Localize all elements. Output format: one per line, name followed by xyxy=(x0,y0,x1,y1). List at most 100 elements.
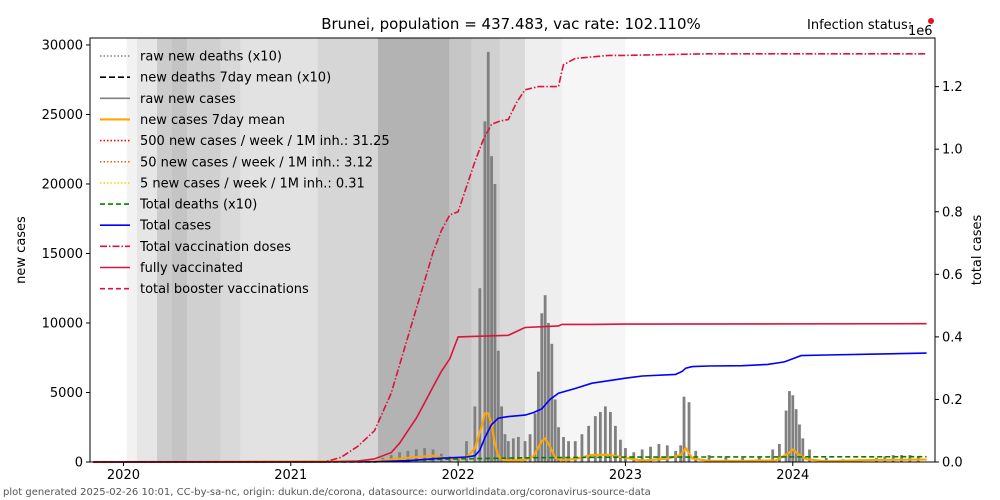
bar-raw-new-cases xyxy=(483,121,487,462)
background-band-7 xyxy=(317,38,378,462)
bar-raw-new-cases xyxy=(511,438,515,462)
bar-raw-new-cases xyxy=(423,448,427,462)
infection-status-label: Infection status: xyxy=(807,18,912,33)
bar-raw-new-cases xyxy=(707,455,711,462)
bar-raw-new-cases xyxy=(543,295,547,462)
background-band-1 xyxy=(136,38,157,462)
bar-raw-new-cases xyxy=(553,399,557,462)
bar-raw-new-cases xyxy=(624,448,627,462)
y2-tick-label: 0.6 xyxy=(942,268,963,283)
bar-raw-new-cases xyxy=(587,425,591,462)
bar-raw-new-cases xyxy=(398,452,401,462)
bar-raw-new-cases xyxy=(777,443,781,462)
bar-raw-new-cases xyxy=(593,416,597,462)
bar-raw-new-cases xyxy=(414,449,418,462)
legend-label: Total deaths (x10) xyxy=(139,198,257,213)
background-band-9 xyxy=(449,38,472,462)
x-tick-label: 2021 xyxy=(274,468,307,483)
bar-raw-new-cases xyxy=(801,438,805,462)
x-tick-label: 2020 xyxy=(107,468,140,483)
bar-raw-new-cases xyxy=(567,441,570,462)
y-tick-label: 0 xyxy=(75,456,83,471)
infection-status-dot xyxy=(928,18,934,24)
y2-tick-label: 0.8 xyxy=(942,205,963,220)
background-band-0 xyxy=(126,38,137,462)
bar-raw-new-cases xyxy=(456,457,460,462)
background-band-4 xyxy=(187,38,221,462)
bar-raw-new-cases xyxy=(506,441,510,462)
bar-raw-new-cases xyxy=(794,409,798,462)
bar-raw-new-cases xyxy=(771,449,775,462)
legend-label: raw new cases xyxy=(140,92,236,107)
legend-label: new deaths 7day mean (x10) xyxy=(140,71,331,86)
y-axis-label: new cases xyxy=(14,216,29,284)
bar-raw-new-cases xyxy=(406,450,410,462)
line-fully-vaccinated xyxy=(93,322,927,463)
y-tick-label: 5000 xyxy=(50,386,83,401)
y-tick-label: 10000 xyxy=(42,316,83,331)
bar-raw-new-cases xyxy=(682,396,686,462)
legend-label: 50 new cases / week / 1M inh.: 3.12 xyxy=(140,155,373,170)
x-tick-label: 2024 xyxy=(776,468,809,483)
bar-raw-new-cases xyxy=(665,445,669,462)
y-tick-label: 30000 xyxy=(42,38,83,53)
bar-raw-new-cases xyxy=(608,411,612,462)
bar-raw-new-cases xyxy=(900,455,903,462)
bar-raw-new-cases xyxy=(533,413,537,462)
bar-raw-new-cases xyxy=(562,436,565,462)
legend-label: new cases 7day mean xyxy=(140,113,285,128)
bar-raw-new-cases xyxy=(547,322,550,462)
bar-raw-new-cases xyxy=(503,434,507,462)
bar-raw-new-cases xyxy=(724,456,728,462)
bar-raw-new-cases xyxy=(486,51,490,462)
line-total-vaccination-doses xyxy=(93,52,927,463)
bar-raw-new-cases xyxy=(573,441,577,462)
bar-raw-new-cases xyxy=(791,395,795,462)
y2-tick-label: 0.4 xyxy=(942,330,963,345)
background-band-12 xyxy=(525,38,562,462)
y2-tick-label: 0.0 xyxy=(942,456,963,471)
x-tick-label: 2023 xyxy=(609,468,642,483)
y-tick-label: 15000 xyxy=(42,247,83,262)
bar-raw-new-cases xyxy=(891,455,895,462)
background-band-8 xyxy=(377,38,450,462)
axes: 2020 2021 2022 2023 2024 0 5000 10000 15000 20000… xyxy=(42,38,963,483)
background-band-13 xyxy=(561,38,626,462)
bar-raw-new-cases xyxy=(500,406,504,462)
bar-raw-new-cases xyxy=(784,410,788,462)
legend-label: raw new deaths (x10) xyxy=(140,50,282,65)
y-tick-label: 25000 xyxy=(42,108,83,123)
y2-axis-label: total cases xyxy=(970,215,985,286)
legend-label: Total vaccination doses xyxy=(139,240,291,255)
bar-raw-new-cases xyxy=(757,456,761,462)
bar-raw-new-cases xyxy=(808,449,811,462)
bar-raw-new-cases xyxy=(614,425,617,462)
bar-raw-new-cases xyxy=(649,446,652,462)
background-band-3 xyxy=(171,38,188,462)
legend-label: Total cases xyxy=(139,219,211,234)
y-tick-label: 20000 xyxy=(42,177,83,192)
x-tick-label: 2022 xyxy=(442,468,475,483)
legend: raw new deaths (x10) new deaths 7day mean… xyxy=(100,50,390,297)
bar-raw-new-cases xyxy=(603,406,607,462)
bar-raw-new-cases xyxy=(540,313,544,462)
bar-raw-new-cases xyxy=(557,427,560,462)
background-band-2 xyxy=(156,38,172,462)
y2-tick-label: 1.0 xyxy=(942,143,963,158)
plot-frame xyxy=(89,37,936,463)
bar-raw-new-cases xyxy=(493,183,497,462)
line-total-cases xyxy=(93,352,927,463)
legend-label: 500 new cases / week / 1M inh.: 31.25 xyxy=(140,134,390,149)
bar-raw-new-cases xyxy=(598,411,602,462)
y2-exponent: 1e6 xyxy=(908,24,933,39)
bar-raw-new-cases xyxy=(657,443,661,462)
background-bands xyxy=(126,38,626,462)
legend-label: 5 new cases / week / 1M inh.: 0.31 xyxy=(140,176,365,191)
bar-raw-new-cases xyxy=(473,406,477,462)
bar-raw-new-cases xyxy=(490,156,493,462)
bar-raw-new-cases xyxy=(687,402,691,462)
y2-tick-label: 0.2 xyxy=(942,393,963,408)
footer-note: plot generated 2025-02-26 10:01, CC-by-s… xyxy=(3,487,651,498)
bar-raw-new-cases xyxy=(516,436,520,462)
